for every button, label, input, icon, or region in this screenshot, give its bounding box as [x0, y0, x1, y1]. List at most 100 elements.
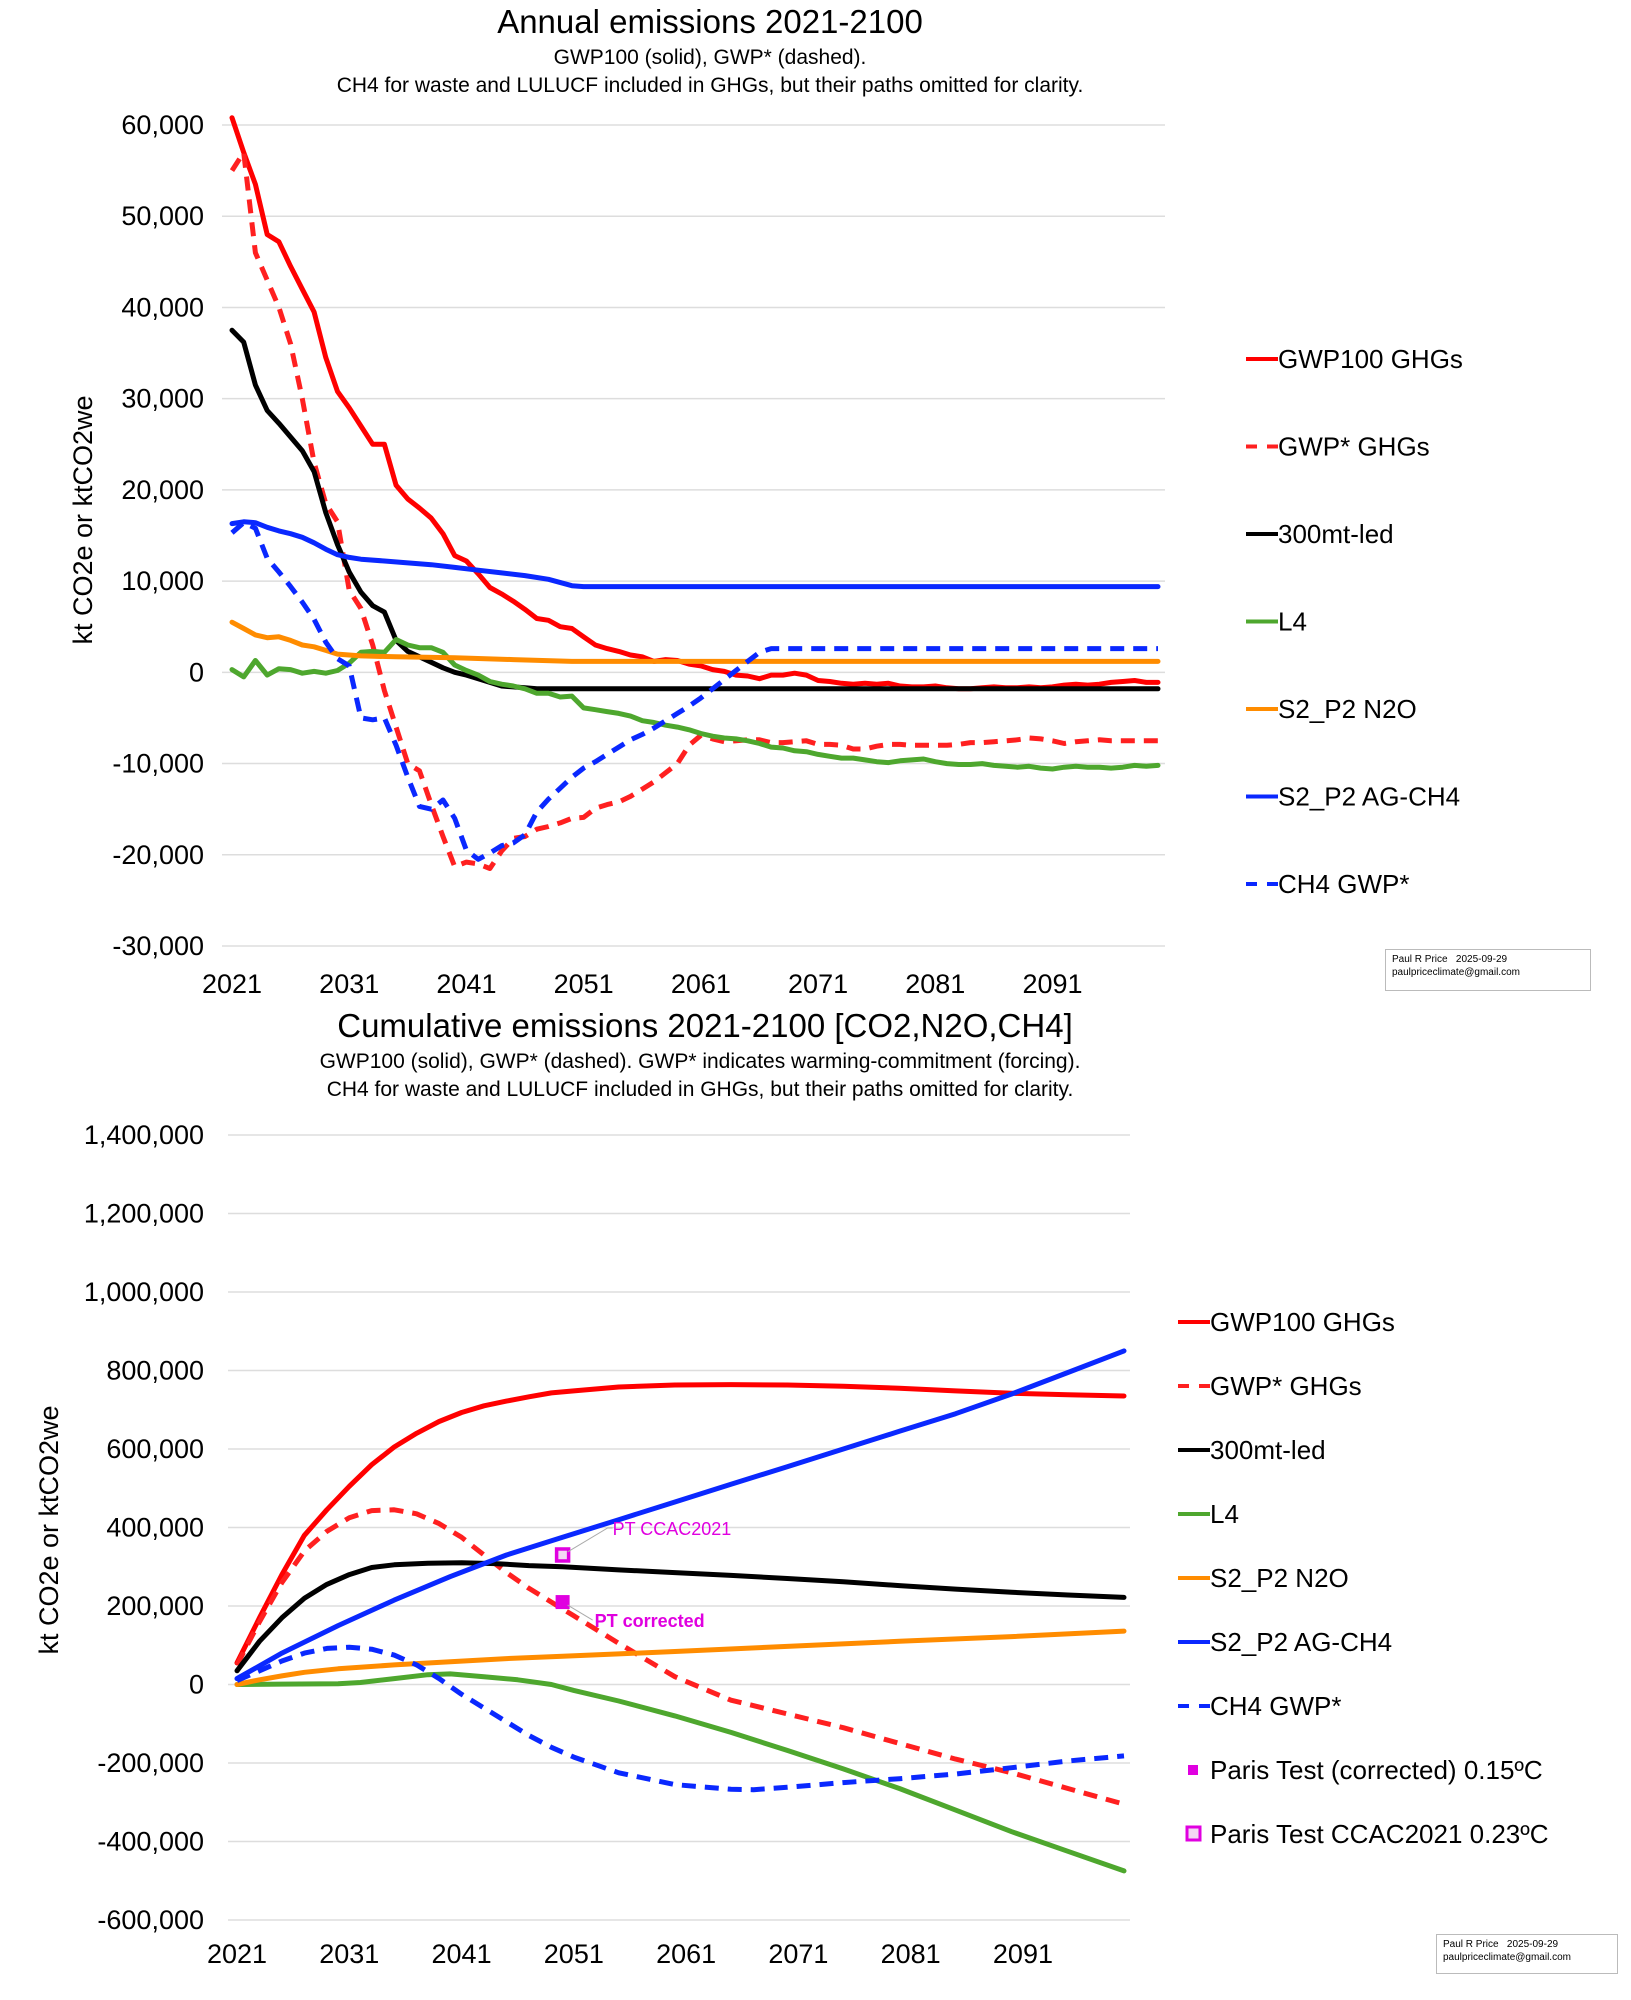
- x-tick-label: 2031: [319, 1939, 379, 1969]
- legend-label: CH4 GWP*: [1278, 869, 1409, 899]
- legend-label: Paris Test CCAC2021 0.23ºC: [1210, 1819, 1549, 1849]
- series-line-ch4-gwp-: [236, 1644, 1125, 1793]
- chart-title: Annual emissions 2021-2100: [497, 3, 923, 40]
- y-tick-labels: 1,400,000 1,200,000 1,000,000 800,000 600,00…: [84, 1120, 204, 1935]
- legend-label: GWP100 GHGs: [1278, 344, 1463, 374]
- x-tick-label: 2051: [544, 1939, 604, 1969]
- legend: GWP100 GHGs GWP* GHGs 300mt-led L4 S2_P2 N2O…: [1246, 344, 1463, 899]
- x-tick-label: 2021: [202, 969, 262, 999]
- x-tick-label: 2021: [207, 1939, 267, 1969]
- y-tick-label: 50,000: [121, 201, 204, 231]
- y-tick-label: -10,000: [112, 749, 204, 779]
- credit-email: paulpriceclimate@gmail.com: [1443, 1952, 1571, 1963]
- y-tick-label: 0: [189, 657, 204, 687]
- legend-label: GWP* GHGs: [1278, 432, 1430, 462]
- y-tick-label: 1,400,000: [84, 1120, 204, 1150]
- y-tick-label: -30,000: [112, 931, 204, 961]
- paris-test-ccac2021-marker: [554, 1547, 571, 1563]
- y-tick-label: -20,000: [112, 840, 204, 870]
- legend-label: GWP* GHGs: [1210, 1371, 1362, 1401]
- y-tick-label: -600,000: [97, 1905, 204, 1935]
- legend-label: L4: [1210, 1499, 1239, 1529]
- y-tick-label: 40,000: [121, 292, 204, 322]
- series-line-l4: [234, 1671, 1127, 1874]
- x-tick-label: 2031: [319, 969, 379, 999]
- x-tick-label: 2061: [671, 969, 731, 999]
- y-tick-label: -400,000: [97, 1827, 204, 1857]
- y-axis-label: kt CO2e or ktCO2we: [34, 1405, 64, 1654]
- y-tick-label: -200,000: [97, 1748, 204, 1778]
- x-tick-label: 2071: [788, 969, 848, 999]
- credit-box-top: Paul R Price 2025-09-29 paulpriceclimate…: [1385, 949, 1591, 991]
- y-tick-label: 800,000: [106, 1356, 204, 1386]
- annotation-label: PT corrected: [595, 1611, 705, 1631]
- paris-test-markers: PT corrected PT CCAC2021: [554, 1519, 732, 1631]
- paris-test-corrected-marker: [555, 1595, 570, 1610]
- legend-label: S2_P2 N2O: [1278, 694, 1417, 724]
- chart-subtitle-line-2: CH4 for waste and LULUCF included in GHG…: [337, 74, 1084, 97]
- x-tick-label: 2081: [905, 969, 965, 999]
- y-tick-label: 200,000: [106, 1591, 204, 1621]
- y-tick-label: 60,000: [121, 110, 204, 140]
- x-tick-label: 2041: [436, 969, 496, 999]
- y-tick-labels: 60,000 50,000 40,000 30,000 20,000 10,000 0 -10…: [112, 110, 204, 961]
- gridlines: [222, 124, 1165, 947]
- series-line-gwp-ghgs: [234, 1507, 1125, 1807]
- x-tick-label: 2061: [656, 1939, 716, 1969]
- y-tick-label: 20,000: [121, 475, 204, 505]
- legend-label: S2_P2 AG-CH4: [1210, 1627, 1392, 1657]
- series-line-gwp100-ghgs: [234, 1382, 1127, 1666]
- x-tick-labels: 2021 2031 2041 2051 2061 2071 2081 2091: [207, 1939, 1053, 1969]
- chart-subtitle-line-1: GWP100 (solid), GWP* (dashed). GWP* indi…: [320, 1050, 1081, 1073]
- annotation-label: PT CCAC2021: [613, 1519, 732, 1539]
- cumulative-emissions-chart: Cumulative emissions 2021-2100 [CO2,N2O,…: [34, 1007, 1549, 1969]
- series-line-l4: [229, 637, 1161, 772]
- legend-label: S2_P2 N2O: [1210, 1563, 1349, 1593]
- series-line-300mt-led: [229, 327, 1161, 692]
- chart-subtitle-line-2: CH4 for waste and LULUCF included in GHG…: [327, 1078, 1074, 1101]
- y-tick-label: 30,000: [121, 384, 204, 414]
- legend-label: 300mt-led: [1210, 1435, 1326, 1465]
- annotation-leader: [567, 1527, 613, 1553]
- chart-title: Cumulative emissions 2021-2100 [CO2,N2O,…: [337, 1007, 1073, 1044]
- y-tick-label: 1,000,000: [84, 1277, 204, 1307]
- legend-label: Paris Test (corrected) 0.15ºC: [1210, 1755, 1543, 1785]
- legend-swatch: [1185, 1825, 1202, 1842]
- credit-box-bottom: Paul R Price 2025-09-29 paulpriceclimate…: [1436, 1934, 1618, 1974]
- legend-label: S2_P2 AG-CH4: [1278, 782, 1460, 812]
- annotation-leader: [567, 1604, 593, 1621]
- annual-emissions-chart: Annual emissions 2021-2100 GWP100 (solid…: [68, 3, 1463, 999]
- credit-date: 2025-09-29: [1506, 1939, 1559, 1950]
- y-tick-label: 400,000: [106, 1513, 204, 1543]
- series-line-s2-p2-ag-ch4: [229, 519, 1161, 590]
- series-line-gwp-ghgs: [229, 149, 1158, 871]
- y-tick-label: 1,200,000: [84, 1199, 204, 1229]
- legend-label: CH4 GWP*: [1210, 1691, 1341, 1721]
- credit-author: Paul R Price: [1443, 1939, 1499, 1950]
- x-tick-label: 2041: [432, 1939, 492, 1969]
- series-lines: [234, 1348, 1127, 1874]
- credit-email: paulpriceclimate@gmail.com: [1392, 967, 1520, 978]
- legend-swatch: [1188, 1765, 1198, 1775]
- x-tick-label: 2091: [993, 1939, 1053, 1969]
- series-lines: [229, 115, 1161, 871]
- legend: GWP100 GHGs GWP* GHGs 300mt-led L4 S2_P2 N2O…: [1178, 1307, 1549, 1849]
- x-tick-label: 2051: [554, 969, 614, 999]
- legend-label: GWP100 GHGs: [1210, 1307, 1395, 1337]
- y-tick-label: 10,000: [121, 566, 204, 596]
- chart-subtitle-line-1: GWP100 (solid), GWP* (dashed).: [554, 46, 867, 69]
- credit-author: Paul R Price: [1392, 954, 1448, 965]
- y-tick-label: 0: [189, 1670, 204, 1700]
- x-tick-label: 2081: [881, 1939, 941, 1969]
- legend-label: L4: [1278, 607, 1307, 637]
- series-line-s2-p2-n2o: [234, 1628, 1127, 1687]
- y-axis-label: kt CO2e or ktCO2we: [68, 395, 98, 644]
- credit-date: 2025-09-29: [1455, 954, 1508, 965]
- legend-label: 300mt-led: [1278, 519, 1394, 549]
- series-line-300mt-led: [234, 1560, 1127, 1674]
- x-tick-labels: 2021 2031 2041 2051 2061 2071 2081 2091: [202, 969, 1083, 999]
- x-tick-label: 2071: [768, 1939, 828, 1969]
- x-tick-label: 2091: [1022, 969, 1082, 999]
- series-line-ch4-gwp-: [230, 520, 1158, 862]
